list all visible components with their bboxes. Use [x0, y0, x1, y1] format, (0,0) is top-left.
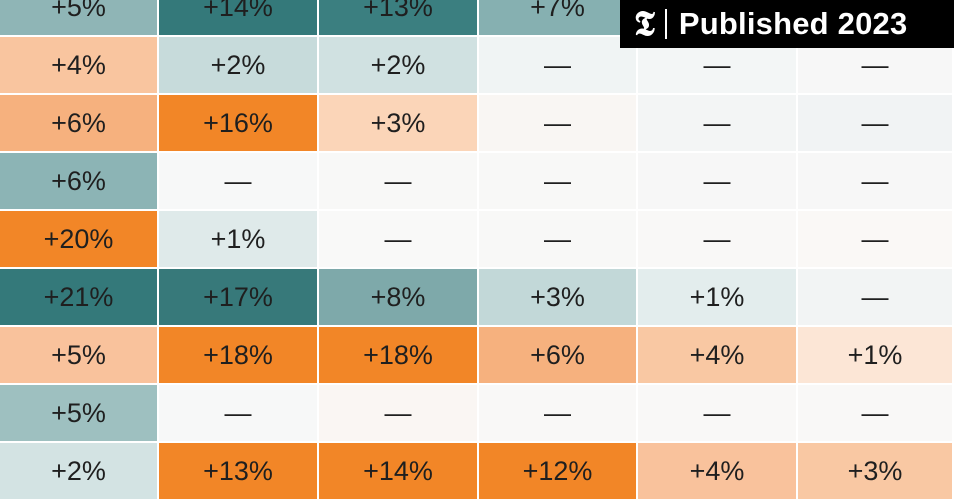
- table-cell-r8-c6: —: [798, 385, 954, 443]
- published-badge: 𝕿 Published 2023: [620, 0, 954, 48]
- table-cell-r8-c5: —: [638, 385, 798, 443]
- table-cell-r9-c2: +13%: [159, 443, 319, 501]
- table-cell-r5-c6: —: [798, 211, 954, 269]
- table-cell-r9-c1: +2%: [0, 443, 159, 501]
- table-cell-r3-c6: —: [798, 95, 954, 153]
- table-cell-r4-c2: —: [159, 153, 319, 211]
- table-cell-r2-c1: +4%: [0, 37, 159, 95]
- table-cell-r3-c1: +6%: [0, 95, 159, 153]
- table-cell-r2-c4: —: [479, 37, 638, 95]
- table-cell-r7-c3: +18%: [319, 327, 479, 385]
- table-cell-r6-c1: +21%: [0, 269, 159, 327]
- table-cell-r4-c3: —: [319, 153, 479, 211]
- table-cell-r3-c3: +3%: [319, 95, 479, 153]
- table-cell-r4-c5: —: [638, 153, 798, 211]
- table-cell-r5-c3: —: [319, 211, 479, 269]
- table-cell-r1-c2: +14%: [159, 0, 319, 37]
- table-cell-r7-c5: +4%: [638, 327, 798, 385]
- table-cell-r5-c1: +20%: [0, 211, 159, 269]
- table-cell-r8-c4: —: [479, 385, 638, 443]
- table-cell-r9-c5: +4%: [638, 443, 798, 501]
- table-cell-r6-c4: +3%: [479, 269, 638, 327]
- table-cell-r3-c5: —: [638, 95, 798, 153]
- table-cell-r5-c5: —: [638, 211, 798, 269]
- table-cell-r7-c2: +18%: [159, 327, 319, 385]
- table-cell-r1-c4: +7%: [479, 0, 638, 37]
- table-cell-r8-c1: +5%: [0, 385, 159, 443]
- table-cell-r5-c2: +1%: [159, 211, 319, 269]
- table-cell-r7-c1: +5%: [0, 327, 159, 385]
- published-label: Published 2023: [678, 6, 908, 41]
- table-cell-r6-c5: +1%: [638, 269, 798, 327]
- table-cell-r8-c3: —: [319, 385, 479, 443]
- table-cell-r7-c6: +1%: [798, 327, 954, 385]
- table-cell-r1-c1: +5%: [0, 0, 159, 37]
- table-cell-r4-c6: —: [798, 153, 954, 211]
- table-cell-r6-c6: —: [798, 269, 954, 327]
- nyt-logo-icon: 𝕿: [634, 4, 655, 44]
- table-cell-r9-c4: +12%: [479, 443, 638, 501]
- table-cell-r2-c2: +2%: [159, 37, 319, 95]
- table-cell-r1-c3: +13%: [319, 0, 479, 37]
- table-cell-r2-c3: +2%: [319, 37, 479, 95]
- table-cell-r3-c2: +16%: [159, 95, 319, 153]
- table-cell-r4-c4: —: [479, 153, 638, 211]
- table-cell-r9-c6: +3%: [798, 443, 954, 501]
- table-cell-r4-c1: +6%: [0, 153, 159, 211]
- table-cell-r6-c3: +8%: [319, 269, 479, 327]
- table-cell-r8-c2: —: [159, 385, 319, 443]
- table-cell-r7-c4: +6%: [479, 327, 638, 385]
- table-cell-r9-c3: +14%: [319, 443, 479, 501]
- badge-separator: [664, 9, 667, 39]
- table-cell-r5-c4: —: [479, 211, 638, 269]
- table-cell-r6-c2: +17%: [159, 269, 319, 327]
- table-cell-r3-c4: —: [479, 95, 638, 153]
